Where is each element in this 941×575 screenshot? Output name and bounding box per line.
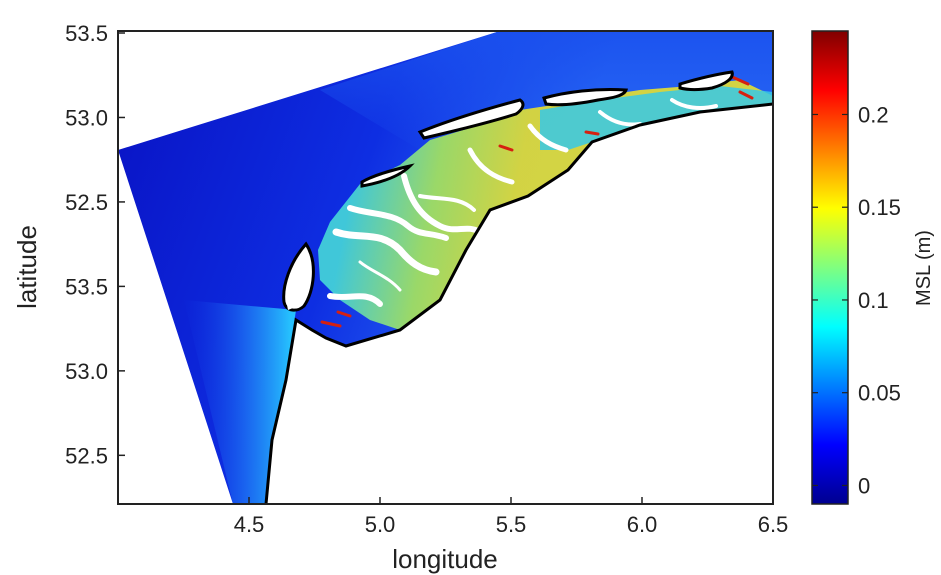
island-vlieland — [360, 163, 415, 188]
mainland — [266, 104, 773, 504]
island-ameland — [542, 87, 629, 107]
colorbar-tick-label: 0 — [858, 473, 870, 498]
colorbar-label: MSL (m) — [913, 230, 935, 306]
afsluitdijk-gap — [286, 296, 298, 310]
tidal-channels — [327, 98, 718, 307]
y-tick-label: 53.0 — [65, 359, 108, 384]
y-tick-label: 52.5 — [65, 443, 108, 468]
x-axis-label: longitude — [392, 544, 498, 574]
colorbar-tick-label: 0.05 — [858, 381, 901, 406]
colorbar-ticks: 0 0.05 0.1 0.15 0.2 — [812, 102, 901, 498]
coastal-shallow-band — [184, 300, 296, 504]
x-tick-label: 4.5 — [234, 512, 265, 537]
coastline — [264, 102, 773, 504]
x-tick-label: 6.0 — [627, 512, 658, 537]
island-texel — [282, 241, 315, 312]
colorbar-tick-label: 0.2 — [858, 102, 889, 127]
y-tick-label: 53.5 — [65, 21, 108, 46]
tidal-basin — [318, 80, 773, 330]
map-plot-area — [118, 31, 773, 504]
y-tick-label: 52.5 — [65, 190, 108, 215]
colorbar-tick-label: 0.15 — [858, 195, 901, 220]
hot-spots — [320, 74, 754, 328]
colorbar-tick-label: 0.1 — [858, 288, 889, 313]
y-tick-label: 53.5 — [65, 274, 108, 299]
plot-frame — [117, 30, 774, 505]
x-tick-label: 6.5 — [758, 512, 789, 537]
colorbar — [811, 30, 849, 505]
island-terschelling — [417, 98, 525, 140]
island-schiermonnikoog — [678, 70, 734, 91]
islands — [282, 70, 734, 312]
y-axis-label: latitude — [12, 225, 42, 309]
x-tick-label: 5.0 — [365, 512, 396, 537]
y-tick-label: 53.0 — [65, 105, 108, 130]
x-axis-ticks: 4.5 5.0 5.5 6.0 6.5 — [234, 497, 789, 537]
x-tick-label: 5.5 — [496, 512, 527, 537]
y-axis-ticks: 53.5 53.0 52.5 53.5 53.0 52.5 — [65, 21, 125, 468]
